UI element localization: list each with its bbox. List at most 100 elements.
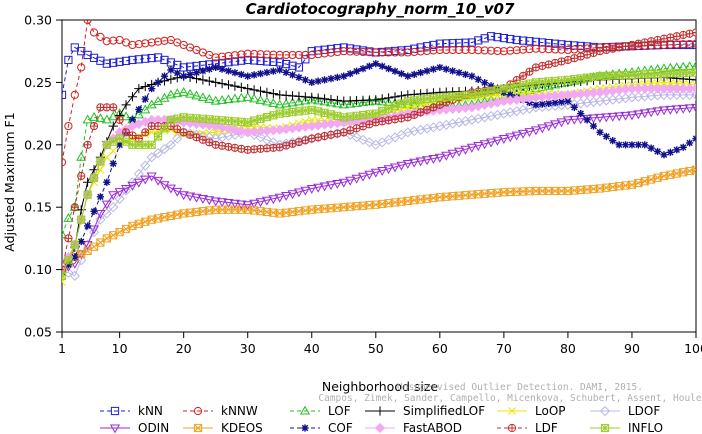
point-knnw-16 xyxy=(153,37,163,46)
point-inflo-3 xyxy=(70,240,79,249)
point-ldf-54 xyxy=(397,114,406,123)
point-odin-57 xyxy=(415,157,426,167)
point-ldf-76 xyxy=(538,61,547,71)
point-inflo-42 xyxy=(320,108,329,117)
point-lof-18 xyxy=(165,89,176,99)
legend-marker-cof xyxy=(301,424,309,432)
point-knn-21 xyxy=(185,62,195,71)
point-ldof-100 xyxy=(690,89,696,100)
point-ldf-29 xyxy=(237,144,246,153)
point-knn-41 xyxy=(314,46,323,55)
point-inflo-44 xyxy=(333,111,342,120)
series-odin xyxy=(62,103,696,276)
chart-title: Cardiotocography_norm_10_v07 xyxy=(246,0,515,18)
point-loop-94 xyxy=(653,78,662,87)
point-cof-61 xyxy=(442,65,450,73)
point-cof-93 xyxy=(647,144,655,152)
point-lof-22 xyxy=(191,90,202,100)
legend-item-odin: ODIN xyxy=(100,421,169,434)
point-lof-40 xyxy=(306,94,317,104)
point-inflo-7 xyxy=(96,157,105,166)
series-fastabod xyxy=(62,83,696,275)
point-ldf-90 xyxy=(627,40,637,50)
point-knn-40 xyxy=(307,47,316,56)
legend-marker-loop xyxy=(508,407,516,415)
point-cof-55 xyxy=(404,72,412,80)
point-ldf-42 xyxy=(320,131,329,141)
point-odin-26 xyxy=(217,198,228,208)
point-simplifiedlof-25 xyxy=(211,77,221,87)
point-knn-70 xyxy=(499,33,508,43)
point-ldof-7 xyxy=(95,214,106,225)
point-knn-20 xyxy=(179,63,188,72)
point-cof-64 xyxy=(461,70,470,79)
point-cof-48 xyxy=(359,65,367,73)
legend-label-fastabod: FastABOD xyxy=(403,421,462,434)
point-cof-13 xyxy=(135,105,143,114)
point-inflo-70 xyxy=(499,84,508,93)
point-inflo-43 xyxy=(326,110,336,119)
point-cof-17 xyxy=(160,72,169,80)
point-inflo-6 xyxy=(89,173,99,183)
point-cof-87 xyxy=(609,137,617,145)
point-ldof-63 xyxy=(453,117,465,128)
point-ldf-4 xyxy=(77,171,86,181)
point-knnw-100 xyxy=(691,39,696,48)
point-knnw-48 xyxy=(358,47,368,57)
point-cof-8 xyxy=(103,178,111,186)
point-inflo-17 xyxy=(160,124,169,133)
point-ldof-19 xyxy=(172,133,183,144)
point-ldf-6 xyxy=(89,121,99,131)
point-knnw-33 xyxy=(262,50,272,59)
point-loop-97 xyxy=(672,79,681,88)
point-ldof-49 xyxy=(364,137,375,148)
point-knn-37 xyxy=(288,61,297,70)
point-knn-14 xyxy=(141,54,150,63)
point-inflo-41 xyxy=(314,107,323,116)
point-lof-42 xyxy=(319,96,330,106)
legend: kNN kNNW LOF SimplifiedLOF LoOP LDOF ODIN KDEOS… xyxy=(100,404,663,434)
point-inflo-57 xyxy=(416,95,425,104)
point-knnw-97 xyxy=(672,40,681,49)
point-odin-74 xyxy=(524,128,535,137)
point-cof-14 xyxy=(141,95,149,103)
point-ldf-5 xyxy=(83,140,92,149)
point-inflo-65 xyxy=(467,90,476,99)
point-inflo-69 xyxy=(493,85,502,94)
point-knnw-6 xyxy=(89,28,99,37)
point-simplifiedlof-27 xyxy=(223,80,234,90)
point-knnw-50 xyxy=(371,48,380,57)
point-lof-39 xyxy=(300,95,311,105)
legend-marker-lof xyxy=(299,405,311,415)
point-cof-92 xyxy=(641,141,649,149)
point-simplifiedlof-5 xyxy=(83,177,93,187)
point-lof-35 xyxy=(274,99,285,109)
point-knnw-32 xyxy=(256,50,265,59)
point-ldof-55 xyxy=(402,127,413,138)
point-knn-5 xyxy=(83,50,92,60)
point-odin-90 xyxy=(626,111,638,121)
point-odin-49 xyxy=(364,170,375,180)
point-ldf-95 xyxy=(659,34,669,43)
point-ldof-65 xyxy=(466,114,477,125)
point-simplifiedlof-50 xyxy=(371,95,381,105)
point-cof-76 xyxy=(538,100,546,108)
point-ldof-17 xyxy=(159,143,170,155)
point-odin-93 xyxy=(646,108,657,118)
point-cof-15 xyxy=(148,85,156,93)
point-lof-38 xyxy=(293,96,305,106)
point-cof-42 xyxy=(320,76,329,84)
point-odin-42 xyxy=(319,182,330,192)
point-odin-9 xyxy=(108,191,119,201)
x-tick-label-2: 20 xyxy=(176,341,192,356)
point-odin-12 xyxy=(127,181,138,191)
point-knnw-99 xyxy=(685,39,694,49)
point-odin-35 xyxy=(274,193,285,203)
series-inflo xyxy=(62,68,696,280)
series-line-simplifiedlof xyxy=(62,75,696,273)
x-tick-label-9: 90 xyxy=(624,341,640,356)
x-tick-label-5: 50 xyxy=(368,341,384,356)
point-inflo-81 xyxy=(570,75,579,84)
point-lof-76 xyxy=(537,81,548,91)
point-cof-38 xyxy=(295,73,303,82)
